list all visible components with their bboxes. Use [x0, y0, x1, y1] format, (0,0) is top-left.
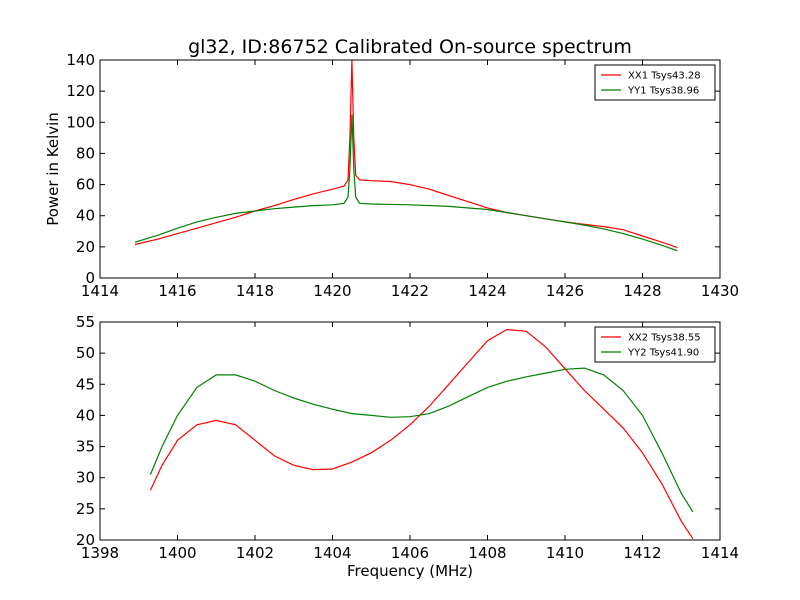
y-tick-label: 60: [76, 176, 95, 194]
x-tick-label: 1426: [546, 282, 584, 300]
series-line-1-2: [134, 114, 678, 252]
legend-box: [594, 326, 716, 363]
x-tick-label: 1406: [391, 544, 429, 562]
legend-2: XX2 Tsys38.55 YY2 Tsys41.90: [594, 326, 716, 363]
x-tick-label: 1414: [81, 282, 119, 300]
y-tick-label: 50: [76, 344, 95, 362]
chart-title: gl32, ID:86752 Calibrated On-source spec…: [188, 36, 632, 58]
legend-label: YY2 Tsys41.90: [627, 348, 699, 359]
x-axis-label: Frequency (MHz): [347, 562, 473, 580]
series-line-2-2: [149, 367, 694, 513]
y-tick-label: 40: [76, 207, 95, 225]
x-tick-label: 1420: [313, 282, 351, 300]
legend-label: XX1 Tsys43.28: [628, 71, 701, 82]
legend-box: [594, 64, 716, 101]
x-tick-label: 1400: [158, 544, 196, 562]
y-tick-label: 25: [76, 500, 95, 518]
x-tick-label: 1418: [236, 282, 274, 300]
y-tick-label: 20: [76, 238, 95, 256]
y-tick-label: 100: [66, 113, 95, 131]
y-tick-label: 140: [66, 51, 95, 69]
x-tick-label: 1416: [158, 282, 196, 300]
y-tick-label: 40: [76, 406, 95, 424]
y-tick-label: 80: [76, 144, 95, 162]
top-spectrum-panel: 1414 1416 1418 1420 1422 1424 1426 1428 1430 0 20 4…: [66, 51, 739, 300]
x-tick-label: 1428: [623, 282, 661, 300]
y-axis-label-top: Power in Kelvin: [44, 112, 62, 226]
x-tick-label: 1408: [468, 544, 506, 562]
y-tick-label: 45: [76, 375, 95, 393]
x-tick-label: 1430: [701, 282, 739, 300]
x-tick-label: 1424: [468, 282, 506, 300]
legend-label: YY1 Tsys38.96: [627, 86, 699, 97]
bottom-spectrum-panel: 1398 1400 1402 1404 1406 1408 1410 1412 1414 20 25…: [76, 313, 739, 562]
x-tick-label: 1404: [313, 544, 351, 562]
x-tick-label: 1410: [546, 544, 584, 562]
legend-label: XX2 Tsys38.55: [628, 333, 701, 344]
x-tick-label: 1414: [701, 544, 739, 562]
y-tick-label: 20: [76, 531, 95, 549]
y-tick-label: 120: [66, 82, 95, 100]
y-tick-label: 55: [76, 313, 95, 331]
legend-1: XX1 Tsys43.28 YY1 Tsys38.96: [594, 64, 716, 101]
x-tick-label: 1398: [81, 544, 119, 562]
x-tick-label: 1422: [391, 282, 429, 300]
y-tick-label: 0: [85, 269, 95, 287]
x-tick-label: 1402: [236, 544, 274, 562]
y-tick-label: 30: [76, 469, 95, 487]
y-tick-label: 35: [76, 438, 95, 456]
x-tick-label: 1412: [623, 544, 661, 562]
